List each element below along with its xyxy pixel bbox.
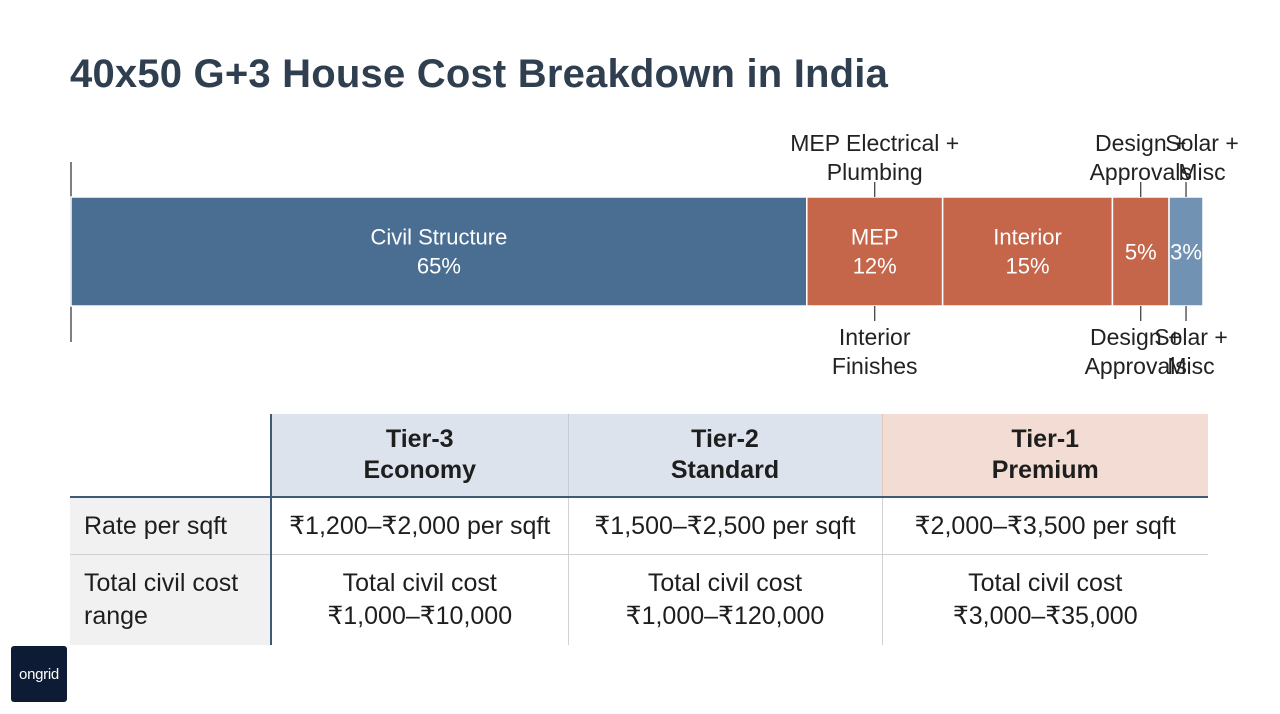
segment-label-interior: Interior xyxy=(993,225,1061,250)
cell-text: ₹3,000–₹35,000 xyxy=(952,602,1138,630)
callout-top-mep-line: MEP Electrical + xyxy=(790,130,959,156)
row-label-rate: Rate per sqft xyxy=(70,497,272,555)
bar-segment-civil xyxy=(70,196,808,307)
cell-total-tier-3: Total civil cost ₹1,000–₹10,000 xyxy=(271,555,568,646)
callout-bottom-mep-line: Interior xyxy=(839,324,911,350)
cell-text: ₹1,000–₹120,000 xyxy=(625,602,825,630)
segment-value-design: 5% xyxy=(1125,240,1157,265)
page-title: 40x50 G+3 House Cost Breakdown in India xyxy=(70,52,889,96)
callout-bottom-design-line: Design + xyxy=(1090,324,1181,350)
cell-text: ₹1,500–₹2,500 per sqft xyxy=(594,511,856,540)
logo-text: ongrid xyxy=(19,665,59,683)
table-row: Total civil cost range Total civil cost … xyxy=(70,554,1208,646)
segment-label-civil: Civil Structure xyxy=(370,225,507,250)
bar-segment-design xyxy=(1111,196,1170,307)
cost-breakdown-chart: Civil Structure 65% MEP 12% Interior 15% 5% 3% M… xyxy=(70,130,1239,379)
callout-bottom-design-line: Approvals xyxy=(1085,353,1187,379)
tier-3-sub: Economy xyxy=(363,456,477,484)
header-tier-1: Tier-1 Premium xyxy=(881,414,1208,498)
bar-segment-interior xyxy=(941,196,1114,307)
callout-top-design-line: Approvals xyxy=(1090,159,1192,185)
cell-total-tier-2: Total civil cost ₹1,000–₹120,000 xyxy=(567,554,882,645)
callout-top-solar-line: Misc xyxy=(1178,159,1225,185)
cell-text: Total civil cost xyxy=(968,569,1123,597)
cell-text: ₹1,200–₹2,000 per sqft xyxy=(289,511,551,540)
row-label-text: range xyxy=(84,602,148,630)
segment-value-interior: 15% xyxy=(1006,254,1050,279)
segment-label-mep: MEP xyxy=(851,225,899,250)
callout-bottom-solar-line: Solar + xyxy=(1154,324,1228,350)
segment-value-solar: 3% xyxy=(1170,240,1202,265)
cell-text: ₹1,000–₹10,000 xyxy=(327,602,513,630)
cell-total-tier-1: Total civil cost ₹3,000–₹35,000 xyxy=(881,554,1208,645)
table-header-row: Tier-3 Economy Tier-2 Standard Tier-1 Pr… xyxy=(70,414,1208,498)
header-tier-3: Tier-3 Economy xyxy=(270,414,568,498)
cell-rate-tier-1: ₹2,000–₹3,500 per sqft xyxy=(881,497,1208,555)
cell-text: Total civil cost xyxy=(647,569,803,597)
callout-bottom-solar-line: Misc xyxy=(1167,353,1214,379)
tier-1-name: Tier-1 xyxy=(1011,425,1080,453)
header-blank-cell xyxy=(70,414,271,498)
header-tier-2: Tier-2 Standard xyxy=(567,414,882,498)
tier-2-name: Tier-2 xyxy=(691,425,759,453)
row-label-text: Rate per sqft xyxy=(84,511,228,540)
callout-bottom-mep-line: Finishes xyxy=(832,353,918,379)
row-label-text: Total civil cost xyxy=(84,569,239,597)
tier-1-sub: Premium xyxy=(991,456,1099,484)
callout-top-mep-line: Plumbing xyxy=(827,159,923,185)
table-row: Rate per sqft ₹1,200–₹2,000 per sqft ₹1,… xyxy=(70,497,1208,555)
bar-segment-mep xyxy=(806,196,944,307)
cell-rate-tier-2: ₹1,500–₹2,500 per sqft xyxy=(567,497,882,555)
segment-value-mep: 12% xyxy=(853,254,897,279)
cell-rate-tier-3: ₹1,200–₹2,000 per sqft xyxy=(271,497,568,555)
cell-text: ₹2,000–₹3,500 per sqft xyxy=(914,511,1176,540)
ongrid-logo: ongrid xyxy=(11,646,67,702)
callout-top-solar-line: Solar + xyxy=(1165,130,1239,156)
cell-text: Total civil cost xyxy=(342,569,497,597)
segment-value-civil: 65% xyxy=(417,254,461,279)
row-label-total: Total civil cost range xyxy=(70,554,272,645)
tier-2-sub: Standard xyxy=(670,456,780,484)
callout-top-design-line: Design + xyxy=(1095,130,1186,156)
tier-cost-table: Tier-3 Economy Tier-2 Standard Tier-1 Pr… xyxy=(70,414,1208,645)
tier-3-name: Tier-3 xyxy=(385,425,454,453)
